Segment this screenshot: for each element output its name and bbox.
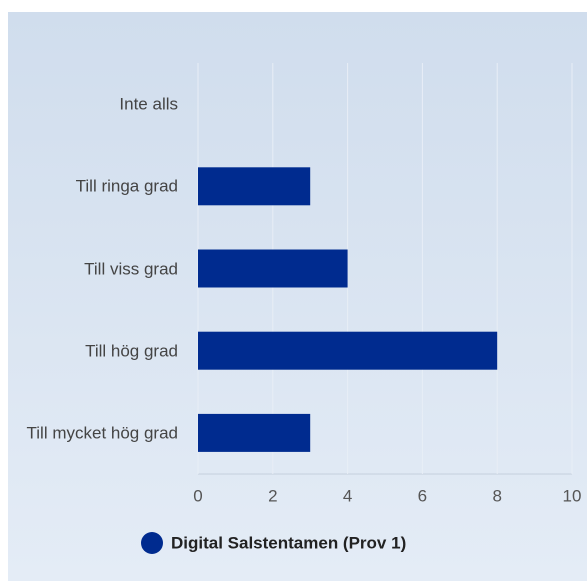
- y-tick-label: Till mycket hög grad: [26, 423, 178, 443]
- bar: [198, 167, 311, 206]
- legend-label: Digital Salstentamen (Prov 1): [171, 533, 406, 552]
- y-tick-label: Inte alls: [119, 94, 178, 114]
- x-tick-label: 0: [193, 486, 202, 505]
- bar: [198, 249, 348, 288]
- x-tick-label: 10: [563, 486, 582, 505]
- y-tick-label: Till hög grad: [85, 341, 178, 361]
- y-tick-label: Till ringa grad: [75, 176, 178, 196]
- x-tick-label: 6: [418, 486, 427, 505]
- chart-background: [8, 12, 587, 581]
- legend-marker: [141, 532, 163, 554]
- x-tick-label: 8: [492, 486, 501, 505]
- x-tick-label: 2: [268, 486, 277, 505]
- x-tick-label: 4: [343, 486, 352, 505]
- bar: [198, 413, 311, 452]
- bar: [198, 331, 498, 370]
- y-tick-label: Till viss grad: [84, 259, 178, 278]
